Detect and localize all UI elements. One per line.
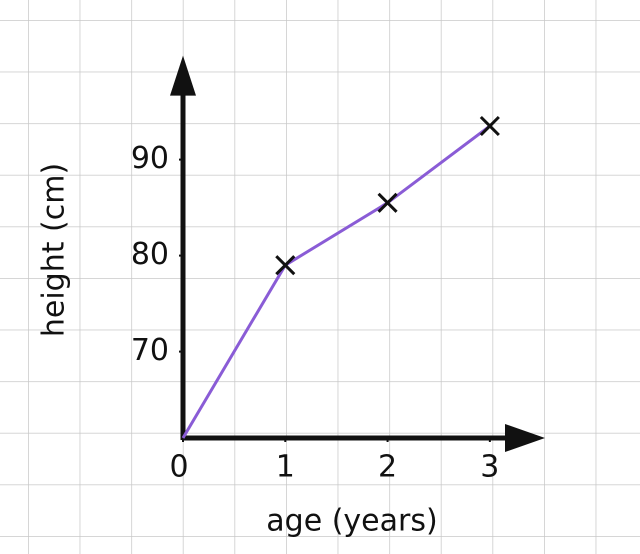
x-tick-label: 2 bbox=[378, 450, 397, 485]
y-axis-arrow bbox=[170, 55, 196, 96]
x-tick-label: 1 bbox=[276, 450, 295, 485]
y-tick-label: 90 bbox=[131, 141, 169, 176]
y-tick-label: 70 bbox=[131, 333, 169, 368]
x-axis-label: age (years) bbox=[266, 504, 437, 539]
x-axis-arrow bbox=[505, 424, 545, 452]
point-marker bbox=[377, 192, 398, 213]
y-axis-label: height (cm) bbox=[37, 163, 72, 337]
x-tick-label: 0 bbox=[169, 450, 188, 485]
point-marker bbox=[275, 255, 296, 276]
point-marker bbox=[479, 115, 500, 137]
data-line bbox=[181, 124, 491, 439]
x-tick-label: 3 bbox=[480, 450, 499, 485]
y-tick-label: 80 bbox=[131, 237, 169, 272]
